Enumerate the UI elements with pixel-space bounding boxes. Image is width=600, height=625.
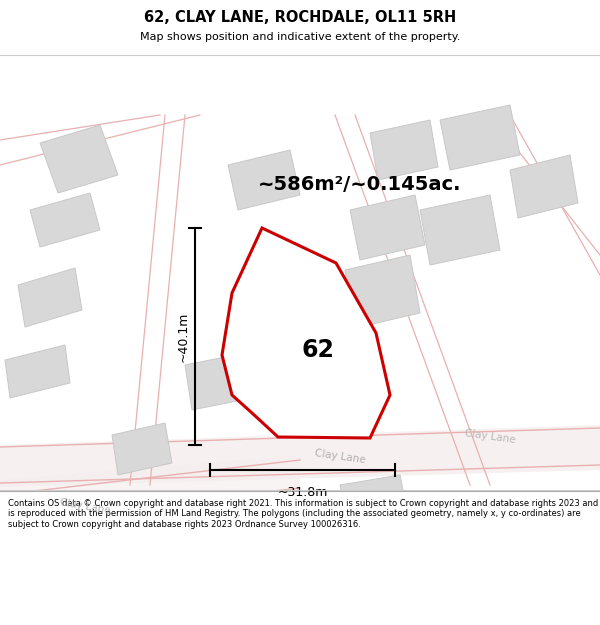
Polygon shape (5, 345, 70, 398)
Text: ~586m²/~0.145ac.: ~586m²/~0.145ac. (258, 176, 462, 194)
Polygon shape (40, 125, 118, 193)
Text: Clay Lane: Clay Lane (314, 449, 366, 466)
Text: 62: 62 (302, 338, 334, 362)
Polygon shape (228, 150, 300, 210)
Polygon shape (30, 193, 100, 247)
Polygon shape (420, 195, 500, 265)
Polygon shape (350, 195, 425, 260)
Polygon shape (112, 423, 172, 475)
Polygon shape (222, 228, 390, 438)
Polygon shape (185, 355, 242, 410)
Polygon shape (0, 455, 300, 525)
Text: Clay Lane: Clay Lane (464, 429, 516, 446)
Text: Clay Lane: Clay Lane (59, 498, 111, 516)
Polygon shape (440, 105, 520, 170)
Polygon shape (510, 155, 578, 218)
Polygon shape (245, 270, 362, 410)
Text: ~40.1m: ~40.1m (176, 311, 190, 362)
Polygon shape (340, 475, 408, 525)
Polygon shape (370, 120, 438, 180)
Polygon shape (345, 255, 420, 328)
Text: 62, CLAY LANE, ROCHDALE, OL11 5RH: 62, CLAY LANE, ROCHDALE, OL11 5RH (144, 9, 456, 24)
Polygon shape (18, 268, 82, 327)
Text: Contains OS data © Crown copyright and database right 2021. This information is : Contains OS data © Crown copyright and d… (8, 499, 598, 529)
Polygon shape (0, 425, 600, 487)
Text: ~31.8m: ~31.8m (277, 486, 328, 499)
Text: Map shows position and indicative extent of the property.: Map shows position and indicative extent… (140, 32, 460, 42)
